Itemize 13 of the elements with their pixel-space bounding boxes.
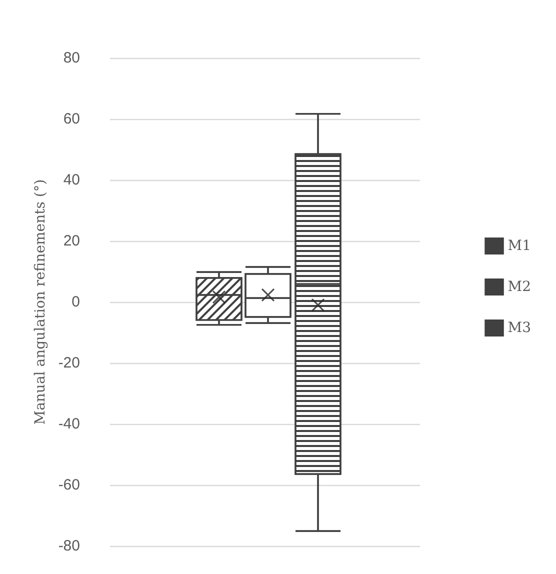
- legend-label: M2: [508, 279, 532, 295]
- legend-label: M1: [508, 238, 532, 254]
- legend-label: M3: [508, 320, 532, 336]
- y-tick-label: 80: [63, 50, 80, 66]
- y-tick-label: 60: [63, 110, 80, 128]
- y-tick-label: 0: [72, 294, 80, 310]
- y-tick-label: 20: [63, 232, 80, 250]
- y-tick-label: -20: [58, 354, 80, 372]
- y-axis-title: Manual angulation refinements (°): [32, 179, 48, 425]
- y-tick-label: -40: [58, 416, 80, 432]
- y-tick-label: -60: [58, 476, 80, 494]
- y-tick-label: 40: [63, 172, 80, 188]
- y-tick-label: -80: [58, 538, 80, 554]
